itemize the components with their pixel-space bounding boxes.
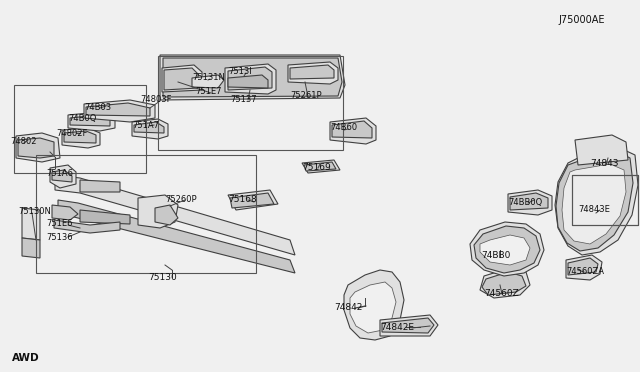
Polygon shape <box>16 133 60 162</box>
Text: 74BB0Q: 74BB0Q <box>508 198 542 206</box>
Polygon shape <box>164 68 198 90</box>
Text: 751A7: 751A7 <box>132 122 159 131</box>
Polygon shape <box>470 222 544 276</box>
Polygon shape <box>304 162 336 171</box>
Text: 75261P: 75261P <box>290 92 322 100</box>
Polygon shape <box>80 210 130 224</box>
Text: 751A6: 751A6 <box>46 170 73 179</box>
Text: 7513I: 7513I <box>228 67 252 77</box>
Text: 74B60: 74B60 <box>330 124 357 132</box>
Polygon shape <box>302 160 340 173</box>
Polygon shape <box>566 255 602 280</box>
Text: 74B0Q: 74B0Q <box>68 113 97 122</box>
Polygon shape <box>228 190 278 210</box>
Polygon shape <box>344 270 404 340</box>
Polygon shape <box>68 112 115 131</box>
Polygon shape <box>55 175 295 255</box>
Bar <box>572 175 638 225</box>
Text: 75137: 75137 <box>230 96 257 105</box>
Polygon shape <box>562 164 626 244</box>
Text: 74560Z: 74560Z <box>484 289 519 298</box>
Polygon shape <box>556 152 633 251</box>
Text: 74842E: 74842E <box>380 323 414 331</box>
Bar <box>158 56 343 150</box>
Polygon shape <box>225 64 276 94</box>
Polygon shape <box>482 272 526 295</box>
Text: 74842: 74842 <box>334 304 362 312</box>
Bar <box>14 85 146 173</box>
Polygon shape <box>70 115 110 126</box>
Polygon shape <box>134 122 164 133</box>
Polygon shape <box>382 318 434 333</box>
Text: 75130N: 75130N <box>18 208 51 217</box>
Polygon shape <box>510 193 548 210</box>
Polygon shape <box>290 65 334 79</box>
Polygon shape <box>350 282 396 333</box>
Polygon shape <box>54 220 120 233</box>
Polygon shape <box>380 315 438 336</box>
Text: 75131N: 75131N <box>192 74 225 83</box>
Text: 75130: 75130 <box>148 273 177 282</box>
Text: 74BB0: 74BB0 <box>481 251 510 260</box>
Bar <box>572 175 638 225</box>
Polygon shape <box>80 180 120 192</box>
Text: 74802F: 74802F <box>56 128 88 138</box>
Polygon shape <box>132 119 168 139</box>
Polygon shape <box>62 128 100 148</box>
Polygon shape <box>58 200 295 273</box>
Polygon shape <box>192 75 224 88</box>
Polygon shape <box>288 62 338 84</box>
Text: 74560ZA: 74560ZA <box>566 266 604 276</box>
Polygon shape <box>555 148 638 255</box>
Polygon shape <box>330 118 376 144</box>
Text: 74802: 74802 <box>10 138 36 147</box>
Polygon shape <box>50 165 76 188</box>
Polygon shape <box>163 58 342 97</box>
Text: 75136: 75136 <box>46 232 72 241</box>
Polygon shape <box>162 65 202 92</box>
Polygon shape <box>228 67 272 90</box>
Polygon shape <box>155 205 178 225</box>
Polygon shape <box>568 258 598 275</box>
Polygon shape <box>86 103 150 116</box>
Text: J75000AE: J75000AE <box>558 15 605 25</box>
Text: AWD: AWD <box>12 353 40 363</box>
Polygon shape <box>52 205 78 220</box>
Polygon shape <box>84 100 155 122</box>
Text: 74803F: 74803F <box>140 96 172 105</box>
Text: 74843E: 74843E <box>578 205 610 215</box>
Polygon shape <box>575 135 628 165</box>
Text: 751E6: 751E6 <box>46 219 72 228</box>
Polygon shape <box>480 235 530 265</box>
Polygon shape <box>332 121 372 138</box>
Polygon shape <box>18 138 54 158</box>
Polygon shape <box>138 195 178 228</box>
Polygon shape <box>22 208 40 240</box>
Text: 75169: 75169 <box>302 163 331 171</box>
Polygon shape <box>52 170 72 182</box>
Text: 751E7: 751E7 <box>195 87 221 96</box>
Polygon shape <box>160 55 345 100</box>
Text: 74B03: 74B03 <box>84 103 111 112</box>
Text: 74843: 74843 <box>590 160 618 169</box>
Polygon shape <box>480 268 530 298</box>
Bar <box>36 155 256 273</box>
Text: 75260P: 75260P <box>165 196 196 205</box>
Text: 75168: 75168 <box>228 195 257 203</box>
Polygon shape <box>22 238 40 258</box>
Polygon shape <box>230 193 274 208</box>
Polygon shape <box>228 75 268 88</box>
Polygon shape <box>474 226 540 273</box>
Polygon shape <box>508 190 552 215</box>
Polygon shape <box>64 131 96 143</box>
